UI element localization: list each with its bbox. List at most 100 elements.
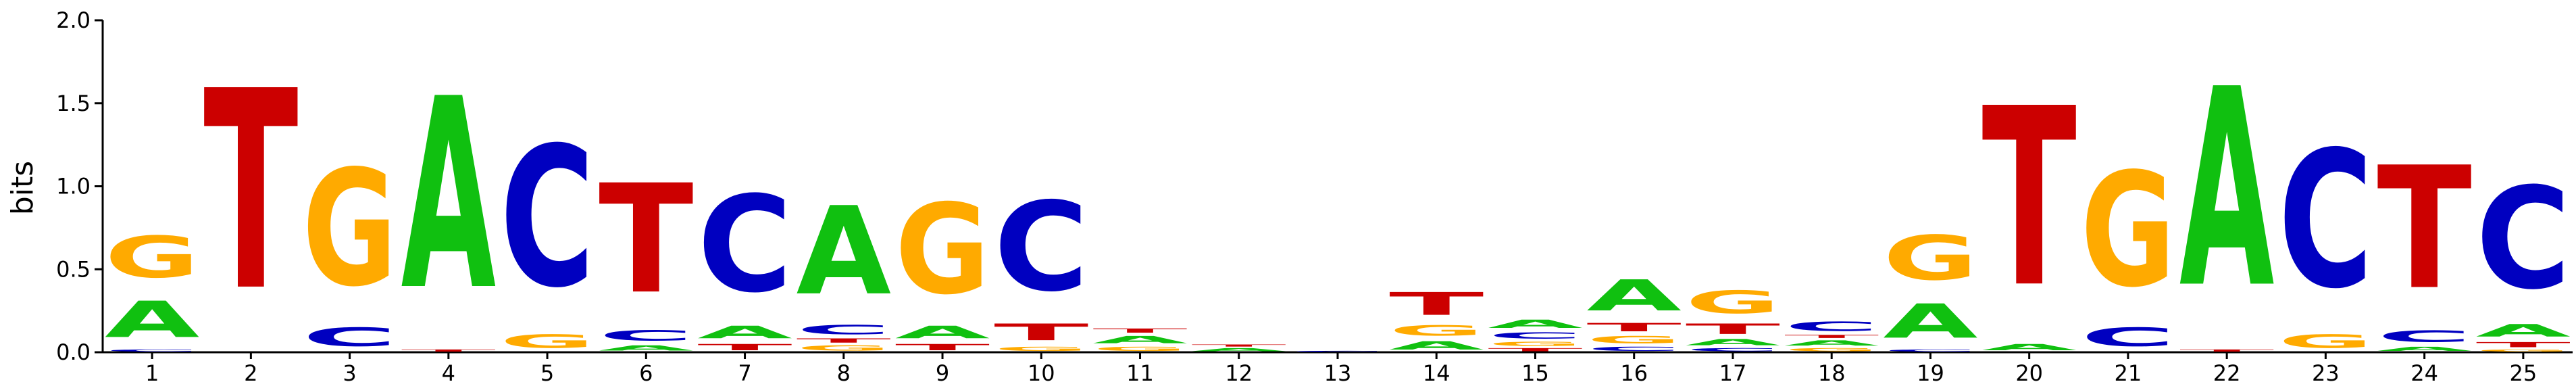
letter-t-position-10: T <box>994 319 1088 345</box>
letter-c-position-13: C <box>1290 351 1385 352</box>
letter-a-position-7: A <box>697 323 792 342</box>
x-tick-label: 3 <box>343 360 356 382</box>
letter-c-position-19: C <box>1883 349 1977 352</box>
letter-c-position-16: C <box>1587 345 1682 352</box>
letter-g-position-16: G <box>1587 334 1682 345</box>
letter-t-position-17: T <box>1686 320 1780 337</box>
y-tick-label: 0.5 <box>56 256 91 282</box>
letter-a-position-1: A <box>105 291 199 349</box>
letter-a-position-8: A <box>797 181 891 323</box>
letter-t-position-2: T <box>203 32 299 351</box>
letter-g-position-18: G <box>1784 348 1879 352</box>
letter-g-position-17: G <box>1686 284 1780 320</box>
letter-a-position-6: A <box>599 344 693 352</box>
letter-g-position-1: G <box>105 224 199 291</box>
letter-c-position-15: C <box>1488 331 1582 341</box>
letter-g-position-5: G <box>500 331 595 352</box>
letter-a-position-19: A <box>1883 294 1977 349</box>
letter-t-position-16: T <box>1587 320 1682 334</box>
letter-g-position-15: G <box>1488 341 1582 348</box>
y-tick-label: 1.5 <box>56 91 91 116</box>
letter-a-position-12: A <box>1192 348 1286 352</box>
y-axis-title: bits <box>5 161 40 215</box>
letter-g-position-21: G <box>2081 140 2175 323</box>
letter-g-position-19: G <box>1883 223 1977 294</box>
letter-c-position-17: C <box>1686 348 1780 352</box>
x-tick-label: 5 <box>540 360 554 382</box>
letter-t-position-25: T <box>2476 341 2571 349</box>
letter-c-position-24: C <box>2377 327 2471 345</box>
letter-c-position-7: C <box>697 168 792 323</box>
x-tick-label: 12 <box>1225 360 1253 382</box>
letter-c-position-5: C <box>500 107 595 331</box>
letter-t-position-9: T <box>895 342 990 352</box>
y-tick-label: 2.0 <box>56 7 91 33</box>
letter-g-position-10: G <box>994 345 1088 352</box>
x-tick-label: 13 <box>1324 360 1352 382</box>
y-axis-ticks: 0.0 0.5 1.0 1.5 2.0 <box>56 7 103 365</box>
letter-a-position-17: A <box>1686 337 1780 348</box>
x-tick-label: 24 <box>2410 360 2438 382</box>
x-tick-label: 21 <box>2115 360 2142 382</box>
letter-t-position-7: T <box>697 342 792 352</box>
letter-c-position-8: C <box>797 323 891 337</box>
letter-a-position-18: A <box>1784 339 1879 347</box>
letter-g-position-14: G <box>1389 323 1484 339</box>
x-tick-label: 20 <box>2015 360 2043 382</box>
x-tick-label: 15 <box>1521 360 1549 382</box>
letter-a-position-24: A <box>2377 345 2471 352</box>
x-tick-label: 6 <box>639 360 653 382</box>
letter-a-position-11: A <box>1092 334 1187 345</box>
letter-g-position-11: G <box>1092 345 1187 352</box>
letter-c-position-3: C <box>302 323 397 352</box>
x-tick-label: 16 <box>1620 360 1648 382</box>
x-axis-ticks: 1 2 3 4 5 6 7 8 9 10 11 12 13 14 15 16 17 18 19 20 21 22 23 24 2… <box>145 352 2537 382</box>
letter-c-position-25: C <box>2476 158 2571 320</box>
x-tick-label: 8 <box>837 360 851 382</box>
x-tick-label: 4 <box>442 360 455 382</box>
x-tick-label: 14 <box>1423 360 1450 382</box>
letter-g-position-9: G <box>895 177 990 322</box>
letter-g-position-3: G <box>302 136 397 322</box>
letter-a-position-22: A <box>2179 31 2275 348</box>
letter-g-position-25: G <box>2476 349 2571 352</box>
letter-c-position-23: C <box>2278 112 2373 331</box>
y-tick-label: 1.0 <box>56 174 91 199</box>
letter-t-position-20: T <box>1981 55 2077 341</box>
letter-c-position-1: C <box>105 349 199 352</box>
letter-t-position-15: T <box>1488 348 1582 352</box>
letter-t-position-4: T <box>401 349 496 352</box>
letter-t-position-24: T <box>2377 131 2471 327</box>
x-tick-label: 17 <box>1719 360 1747 382</box>
x-tick-label: 1 <box>145 360 159 382</box>
x-tick-label: 22 <box>2213 360 2241 382</box>
letter-a-position-4: A <box>401 43 497 348</box>
letter-c-position-6: C <box>599 327 693 343</box>
x-tick-label: 7 <box>738 360 751 382</box>
x-tick-label: 11 <box>1126 360 1154 382</box>
letter-a-position-15: A <box>1488 317 1583 331</box>
letter-c-position-10: C <box>994 176 1088 318</box>
letter-t-position-11: T <box>1092 327 1187 334</box>
x-tick-label: 10 <box>1028 360 1055 382</box>
letter-a-position-25: A <box>2476 320 2571 340</box>
x-tick-label: 18 <box>1818 360 1846 382</box>
x-tick-label: 23 <box>2312 360 2340 382</box>
letter-g-position-8: G <box>797 344 891 352</box>
letter-c-position-18: C <box>1784 319 1879 334</box>
letter-a-position-20: A <box>1981 342 2076 352</box>
letter-a-position-9: A <box>895 323 990 342</box>
x-tick-label: 19 <box>1917 360 1944 382</box>
x-tick-label: 25 <box>2510 360 2537 382</box>
letter-t-position-14: T <box>1389 286 1484 323</box>
x-tick-label: 2 <box>244 360 257 382</box>
letter-t-position-18: T <box>1784 334 1879 339</box>
y-tick-label: 0.0 <box>56 339 91 365</box>
letter-a-position-14: A <box>1389 339 1484 352</box>
letter-c-position-21: C <box>2081 323 2175 352</box>
letter-t-position-6: T <box>599 153 693 327</box>
letter-t-position-8: T <box>797 337 891 344</box>
letter-t-position-22: T <box>2179 349 2274 352</box>
